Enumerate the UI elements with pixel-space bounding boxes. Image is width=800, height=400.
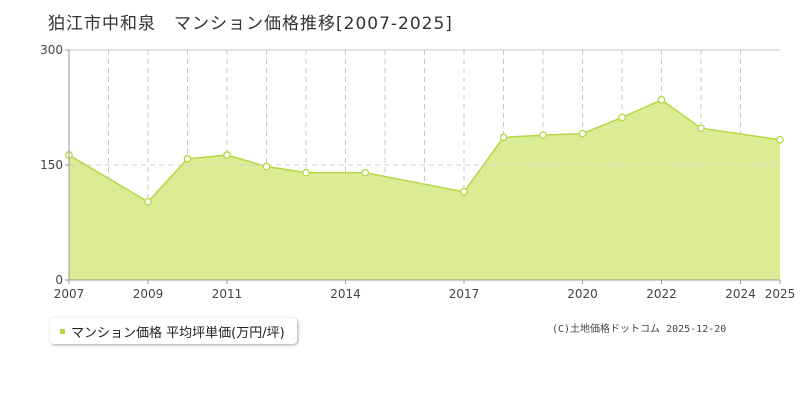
data-point	[183, 155, 192, 163]
data-point	[776, 135, 784, 144]
legend-label: マンション価格 平均坪単価(万円/坪)	[71, 325, 285, 341]
data-point	[578, 129, 587, 138]
chart-title: 狛江市中和泉 マンション価格推移[2007-2025]	[48, 14, 453, 34]
data-point	[618, 113, 626, 122]
data-point	[460, 187, 468, 196]
data-point	[262, 162, 271, 171]
data-point	[657, 95, 666, 104]
data-point	[361, 168, 370, 177]
x-tick-label: 2011	[212, 287, 243, 301]
y-tick-label: 300	[40, 43, 63, 57]
x-tick-label: 2007	[54, 287, 85, 301]
legend: マンション価格 平均坪単価(万円/坪)	[50, 318, 297, 344]
data-point	[697, 124, 705, 133]
x-tick-label: 2017	[449, 287, 480, 301]
x-tick-label: 2025	[765, 287, 796, 301]
data-point	[302, 168, 310, 177]
x-tick-label: 2020	[567, 287, 598, 301]
data-point	[539, 131, 547, 139]
data-point	[499, 133, 508, 142]
series-points	[65, 95, 784, 206]
axes: 0 150 300 2007 2009 2011 2014 2017 2020 2022 2024 2…	[40, 43, 795, 301]
y-tick-label: 0	[55, 273, 63, 287]
legend-swatch	[60, 328, 65, 334]
x-tick-label: 2022	[646, 287, 677, 301]
x-tick-label: 2014	[330, 287, 361, 301]
credit-text: (C)土地価格ドットコム 2025-12-20	[552, 324, 727, 335]
x-tick-label: 2009	[133, 287, 164, 301]
area-fill	[69, 99, 780, 280]
x-tick-label: 2024	[725, 287, 756, 301]
y-tick-label: 150	[40, 158, 63, 172]
data-point	[223, 151, 231, 159]
data-point	[144, 197, 152, 206]
